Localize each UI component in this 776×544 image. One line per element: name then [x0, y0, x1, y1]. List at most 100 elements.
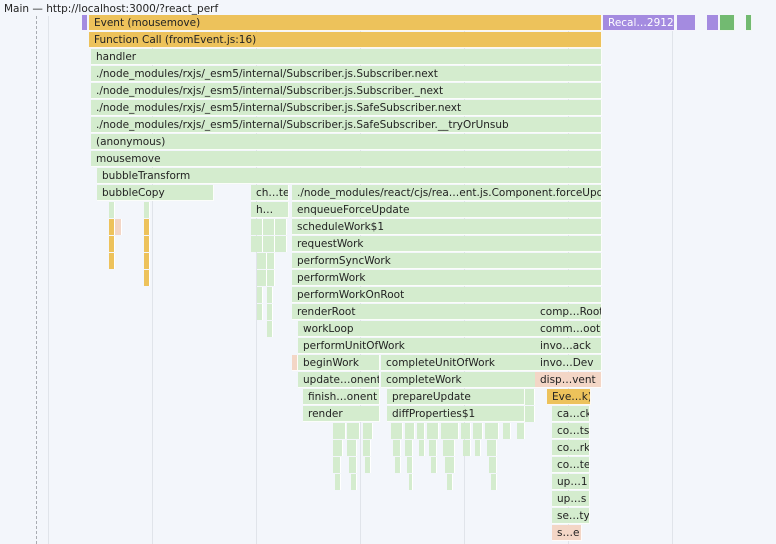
flame-block-small[interactable]: [335, 474, 341, 490]
flame-block-small[interactable]: [144, 219, 150, 235]
flame-block-small[interactable]: [463, 440, 471, 456]
flame-block-small[interactable]: [445, 457, 455, 473]
flame-block-small[interactable]: [525, 389, 535, 405]
flame-block-bubble-transform[interactable]: bubbleTransform: [97, 168, 602, 184]
flame-block-up-s[interactable]: up…s: [552, 491, 590, 507]
flame-block-paint[interactable]: [720, 15, 735, 31]
flame-block-small[interactable]: [461, 423, 471, 439]
flame-block-small[interactable]: [144, 202, 150, 218]
flame-block-up-1[interactable]: up…1: [552, 474, 590, 490]
flame-block-small[interactable]: [257, 287, 263, 303]
flame-block-handler[interactable]: handler: [91, 49, 602, 65]
flame-block-small[interactable]: [347, 440, 357, 456]
flame-block-small[interactable]: [441, 423, 459, 439]
flame-block-small[interactable]: [275, 219, 287, 235]
flame-block-perform-work-on-root[interactable]: performWorkOnRoot: [292, 287, 602, 303]
flame-block-small[interactable]: [405, 423, 415, 439]
flame-block-small[interactable]: [251, 219, 263, 235]
flame-block-small[interactable]: [427, 423, 439, 439]
flame-block-co-rk[interactable]: co…rk: [552, 440, 590, 456]
flame-block-small[interactable]: [431, 457, 437, 473]
flame-block-small[interactable]: [257, 304, 263, 320]
flame-block-small[interactable]: [503, 423, 511, 439]
flame-block-warning[interactable]: [292, 355, 298, 371]
flame-block-invoke-dev[interactable]: invo…Dev: [535, 355, 602, 371]
flame-block-prepare-update[interactable]: prepareUpdate: [387, 389, 525, 405]
flame-block-small[interactable]: [417, 423, 425, 439]
flame-block-small[interactable]: [419, 440, 425, 456]
flame-block-small[interactable]: [267, 287, 273, 303]
flame-block-small[interactable]: [263, 219, 275, 235]
flame-block-small[interactable]: [351, 474, 357, 490]
flame-block-small[interactable]: [485, 423, 499, 439]
flame-block-small[interactable]: [409, 474, 413, 490]
flame-block-commit-root[interactable]: comp…Root: [535, 304, 602, 320]
flame-block-small[interactable]: [267, 270, 275, 286]
flame-block-small[interactable]: [267, 321, 273, 337]
flame-block-small[interactable]: [363, 423, 373, 439]
flame-block-schedule-work[interactable]: scheduleWork$1: [292, 219, 602, 235]
flame-block-purple[interactable]: [82, 15, 88, 31]
flame-block-small[interactable]: [395, 457, 401, 473]
flame-block-small[interactable]: [333, 440, 343, 456]
flame-block-small[interactable]: [405, 440, 413, 456]
flame-block-subscriber-_next[interactable]: ./node_modules/rxjs/_esm5/internal/Subsc…: [91, 83, 602, 99]
flame-block-safesubscriber-next[interactable]: ./node_modules/rxjs/_esm5/internal/Subsc…: [91, 100, 602, 116]
flame-block-small[interactable]: [489, 457, 497, 473]
flame-block-co-te[interactable]: co…te: [552, 457, 590, 473]
flame-block-subscriber-next[interactable]: ./node_modules/rxjs/_esm5/internal/Subsc…: [91, 66, 602, 82]
flame-block-finish-component[interactable]: finish…onent: [303, 389, 380, 405]
flame-block-complete-unit-of-work[interactable]: completeUnitOfWork: [381, 355, 536, 371]
flame-block-small[interactable]: [257, 253, 267, 269]
flame-block-force-update[interactable]: ./node_modules/react/cjs/rea…ent.js.Comp…: [292, 185, 602, 201]
flame-block-h[interactable]: h…: [251, 202, 289, 218]
flame-block-enqueue-force-update[interactable]: enqueueForceUpdate: [292, 202, 602, 218]
flame-block-small[interactable]: [347, 423, 360, 439]
flame-block-render-root[interactable]: renderRoot: [292, 304, 536, 320]
flame-block-diff-properties[interactable]: diffProperties$1: [387, 406, 525, 422]
flame-block-co-ts[interactable]: co…ts: [552, 423, 590, 439]
flame-block-invoke-callback[interactable]: invo…ack: [535, 338, 602, 354]
flame-block-function-call[interactable]: Function Call (fromEvent.js:16): [89, 32, 602, 48]
flame-block-small[interactable]: [275, 236, 287, 252]
flame-block-small[interactable]: [144, 236, 150, 252]
flame-block-paint[interactable]: [746, 15, 752, 31]
flame-block-perform-sync-work[interactable]: performSyncWork: [292, 253, 602, 269]
flame-block-small[interactable]: [365, 457, 371, 473]
flame-block-small[interactable]: [475, 440, 481, 456]
flame-block-small[interactable]: [251, 236, 263, 252]
flame-block-small[interactable]: [491, 474, 497, 490]
flame-block-small[interactable]: [487, 440, 497, 456]
flame-block-small[interactable]: [144, 270, 150, 286]
flame-block-request-work[interactable]: requestWork: [292, 236, 602, 252]
flame-block-event-k[interactable]: Eve…k): [547, 389, 591, 405]
flame-block-update-component[interactable]: update…onent: [298, 372, 380, 388]
flame-block-small[interactable]: [267, 253, 275, 269]
flame-block-small[interactable]: [447, 474, 453, 490]
flame-block-small[interactable]: [349, 457, 357, 473]
flame-block-work-loop[interactable]: workLoop: [298, 321, 536, 337]
flame-block-small[interactable]: [109, 253, 115, 269]
flame-block-commit-all[interactable]: comm…oot: [535, 321, 602, 337]
flame-block-small[interactable]: [525, 406, 535, 422]
flame-block-small[interactable]: [391, 423, 403, 439]
flame-block-purple[interactable]: [677, 15, 696, 31]
flame-block-small[interactable]: [109, 202, 115, 218]
flame-block-mousemove[interactable]: mousemove: [91, 151, 602, 167]
flame-block-perform-work[interactable]: performWork: [292, 270, 602, 286]
flame-block-small[interactable]: [109, 236, 115, 252]
flame-block-safesubscriber-tryorunsub[interactable]: ./node_modules/rxjs/_esm5/internal/Subsc…: [91, 117, 602, 133]
flame-block-small[interactable]: [517, 423, 525, 439]
flame-block-small[interactable]: [267, 304, 273, 320]
flame-block-complete-work[interactable]: completeWork: [381, 372, 536, 388]
flame-block-small[interactable]: [473, 423, 483, 439]
flame-block-s-e[interactable]: s…e: [552, 525, 582, 541]
flame-block-call-callback[interactable]: ca…ck: [552, 406, 590, 422]
flame-block-ch-te[interactable]: ch…te: [251, 185, 289, 201]
flame-block-event[interactable]: Event (mousemove): [89, 15, 602, 31]
flame-block-anonymous[interactable]: (anonymous): [91, 134, 602, 150]
flame-block-small[interactable]: [443, 440, 455, 456]
flame-block-small[interactable]: [333, 457, 341, 473]
flame-block-bubble-copy[interactable]: bubbleCopy: [97, 185, 214, 201]
flame-block-perform-unit-of-work[interactable]: performUnitOfWork: [298, 338, 536, 354]
